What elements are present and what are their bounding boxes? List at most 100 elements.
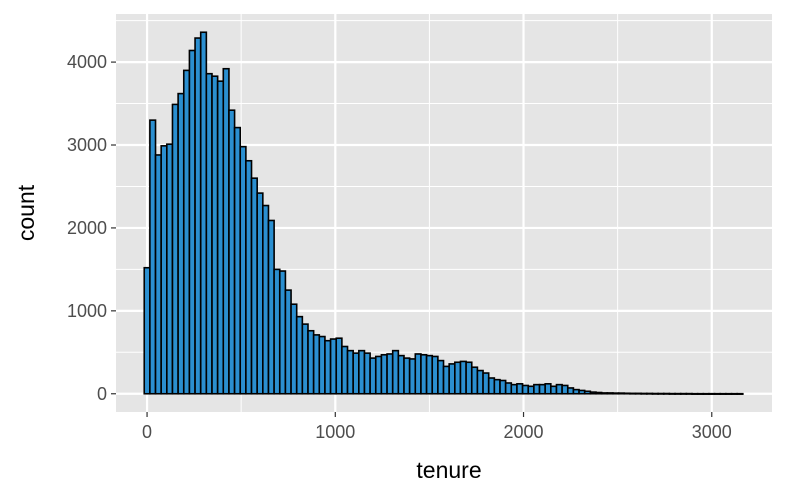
histogram-bar	[487, 377, 496, 395]
histogram-bar	[499, 379, 507, 395]
histogram-bar	[572, 388, 580, 395]
histogram-bar	[555, 383, 563, 395]
histogram-bar	[578, 389, 586, 395]
histogram-bar	[516, 383, 524, 395]
histogram-bar	[166, 143, 174, 395]
histogram-bar	[476, 369, 484, 395]
histogram-bar	[363, 352, 371, 395]
histogram-bar	[182, 69, 191, 395]
histogram-bar	[566, 387, 575, 395]
histogram-bar	[346, 349, 354, 395]
histogram-bars	[143, 31, 744, 395]
histogram-bar	[216, 80, 225, 395]
histogram-bar	[154, 154, 162, 395]
histogram-bar	[448, 363, 456, 395]
histogram-bar	[273, 268, 281, 395]
histogram-bar	[730, 392, 738, 395]
histogram-bar	[713, 392, 722, 395]
histogram-bar	[561, 384, 569, 395]
histogram-bar	[358, 349, 366, 395]
histogram-bar	[679, 392, 688, 395]
histogram-bar	[629, 392, 637, 395]
histogram-bar	[725, 392, 733, 395]
histogram-bar	[493, 378, 501, 395]
y-tick-label: 0	[97, 384, 107, 404]
histogram-bar	[256, 192, 264, 395]
histogram-bar	[538, 383, 546, 395]
y-axis-ticks: 0 1000 2000 3000 4000	[67, 52, 116, 404]
histogram-bar	[211, 75, 219, 395]
histogram-bar	[352, 352, 360, 395]
histogram-bar	[470, 366, 479, 395]
histogram-bar	[194, 37, 202, 395]
histogram-bar	[719, 392, 727, 395]
histogram-bar	[657, 392, 665, 395]
histogram-bar	[544, 383, 552, 395]
x-tick-label: 3000	[692, 422, 732, 442]
histogram-bar	[177, 92, 185, 395]
histogram-bar	[250, 177, 258, 395]
histogram-bar	[380, 353, 388, 395]
histogram-bar	[646, 392, 654, 395]
y-tick-label: 3000	[67, 135, 107, 155]
histogram-bar	[149, 119, 157, 395]
histogram-bar	[301, 323, 309, 395]
histogram-bar	[504, 382, 513, 395]
histogram-bar	[482, 372, 490, 395]
histogram-bar	[623, 392, 631, 395]
histogram-bar	[612, 392, 620, 395]
histogram-bar	[606, 392, 614, 395]
histogram-bar	[600, 392, 609, 395]
histogram-bar	[685, 392, 693, 395]
histogram-bar	[239, 145, 247, 395]
histogram-bar	[374, 355, 383, 395]
histogram-bar	[335, 337, 343, 395]
histogram-bar	[589, 391, 597, 395]
histogram-bar	[171, 103, 179, 395]
histogram-bar	[708, 392, 716, 395]
histogram-bar	[245, 159, 253, 395]
histogram-bar	[736, 392, 744, 395]
y-tick-label: 4000	[67, 52, 107, 72]
x-axis-title: tenure	[416, 457, 481, 483]
histogram-bar	[324, 339, 332, 395]
x-tick-label: 1000	[315, 422, 355, 442]
histogram-bar	[634, 392, 642, 395]
histogram-bar	[521, 384, 530, 395]
histogram-bar	[278, 270, 287, 395]
histogram-bar	[425, 354, 434, 395]
histogram-bar	[550, 385, 558, 395]
y-tick-label: 2000	[67, 218, 107, 238]
histogram-bar	[442, 365, 450, 395]
histogram-bar	[295, 315, 304, 395]
histogram-bar	[222, 67, 230, 395]
histogram-bar	[408, 358, 417, 395]
histogram-bar	[696, 392, 705, 395]
y-axis-title: count	[13, 184, 39, 241]
histogram-bar	[617, 392, 626, 395]
histogram-bar	[691, 392, 699, 395]
histogram-bar	[160, 145, 168, 395]
histogram-bar	[143, 266, 151, 395]
histogram-bar	[397, 354, 405, 395]
histogram-bar	[702, 392, 710, 395]
histogram-bar	[533, 383, 541, 395]
x-axis-ticks: 0 1000 2000 3000	[142, 412, 732, 442]
histogram-bar	[431, 355, 439, 395]
histogram-bar	[595, 391, 603, 395]
histogram-bar	[527, 385, 535, 395]
histogram-bar	[205, 72, 213, 395]
histogram-bar	[233, 126, 242, 395]
histogram-bar	[668, 392, 676, 395]
histogram-bar	[318, 335, 326, 395]
histogram-bar	[307, 329, 315, 395]
histogram-bar	[674, 392, 682, 395]
histogram-bar	[199, 31, 208, 395]
histogram-bar	[369, 357, 377, 395]
y-tick-label: 1000	[67, 301, 107, 321]
histogram-bar	[284, 289, 292, 395]
histogram-bar	[651, 392, 659, 395]
histogram-bar	[267, 219, 275, 395]
histogram-bar	[583, 390, 592, 395]
